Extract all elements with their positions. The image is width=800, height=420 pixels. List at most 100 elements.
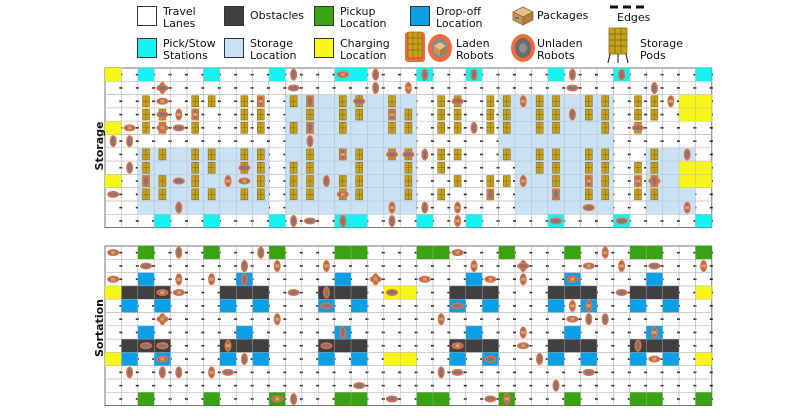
pickup-location xyxy=(433,392,450,406)
edge-mark xyxy=(119,87,123,89)
laden-robot xyxy=(156,289,169,297)
edge-mark xyxy=(135,220,139,222)
edge-mark xyxy=(431,305,434,307)
edge-mark xyxy=(513,73,516,76)
edge-mark xyxy=(660,100,664,103)
edge-mark xyxy=(332,384,336,387)
robot-top xyxy=(554,381,558,391)
edge-mark xyxy=(693,344,697,347)
edge-mark xyxy=(283,87,287,89)
laden-robot xyxy=(172,289,185,297)
unladen-robot xyxy=(615,289,628,297)
storage-pod xyxy=(158,188,167,201)
edge-mark xyxy=(185,127,188,129)
edge-mark xyxy=(119,278,123,281)
edge-mark xyxy=(381,278,385,281)
edge-mark xyxy=(234,371,238,374)
storage-location-cell xyxy=(515,187,532,201)
storage-pod xyxy=(240,95,249,107)
edge-mark xyxy=(562,265,566,267)
laden-robot xyxy=(156,355,169,363)
storage-pod xyxy=(306,108,314,121)
edge-mark xyxy=(693,87,697,89)
unladen-robot xyxy=(140,262,152,270)
edge-mark xyxy=(693,384,697,387)
storage-pod xyxy=(437,162,445,174)
edge-mark xyxy=(529,318,533,320)
edge-mark xyxy=(185,318,188,320)
edge-mark xyxy=(627,193,631,196)
pick-stow-station xyxy=(351,68,368,82)
edge-mark xyxy=(283,100,287,103)
storage-pod xyxy=(585,148,593,161)
edge-mark xyxy=(431,153,434,156)
laden-robot xyxy=(566,315,579,323)
dropoff-location xyxy=(465,325,483,340)
unladen-robot xyxy=(632,124,644,132)
edge-mark xyxy=(545,384,549,387)
edge-mark xyxy=(365,278,369,281)
legend: Travel Lanes Obstacles Pickup Location D… xyxy=(0,0,800,66)
edge-mark xyxy=(447,358,451,360)
storage-location-swatch xyxy=(224,38,244,58)
pickup-location xyxy=(646,392,663,406)
laden-robot xyxy=(484,275,497,283)
unladen-robot xyxy=(451,97,464,105)
laden-robot xyxy=(437,313,445,326)
robot-top xyxy=(570,70,575,80)
edge-mark xyxy=(414,398,418,400)
storage-pod xyxy=(503,175,511,187)
storage-pod xyxy=(191,122,199,134)
edge-mark xyxy=(529,73,533,76)
edge-mark xyxy=(463,87,467,89)
unladen-robot xyxy=(290,392,298,405)
robot-top xyxy=(652,176,657,186)
dropoff-location xyxy=(465,272,483,286)
robot-top xyxy=(308,123,312,133)
edge-mark xyxy=(595,331,598,334)
edge-mark xyxy=(463,251,467,254)
edge-mark xyxy=(431,180,434,182)
laden-robot xyxy=(634,175,642,188)
unladen-robot xyxy=(172,177,185,185)
storage-pod xyxy=(257,148,265,161)
robot-package xyxy=(586,264,591,268)
edge-mark xyxy=(299,291,303,294)
pickup-location xyxy=(695,246,712,260)
edge-mark xyxy=(381,220,385,222)
edge-mark xyxy=(267,87,270,89)
edge-mark xyxy=(677,127,680,129)
robot-package xyxy=(160,126,165,130)
storage-pod xyxy=(207,95,216,107)
edge-mark xyxy=(447,206,451,209)
obstacle xyxy=(662,339,679,353)
edge-mark xyxy=(431,166,434,169)
edge-mark xyxy=(447,384,451,387)
obstacle-swatch xyxy=(224,6,244,26)
edge-mark xyxy=(431,358,434,360)
obstacle xyxy=(252,339,269,353)
edge-mark xyxy=(152,220,156,222)
storage-pod xyxy=(257,108,265,121)
storage-location-cell xyxy=(662,187,679,201)
storage-pod xyxy=(191,148,199,161)
dropoff-location xyxy=(564,325,581,340)
edge-mark xyxy=(398,265,402,267)
robot-top xyxy=(373,83,378,93)
storage-location-cell xyxy=(318,187,335,201)
legend-unladen-text: Unladen Robots xyxy=(537,37,583,62)
storage-location-cell xyxy=(187,201,204,215)
laden-robot xyxy=(451,249,464,257)
edge-mark xyxy=(431,100,434,103)
charging-swatch xyxy=(314,38,334,58)
laden-robot xyxy=(224,175,232,188)
laden-robot xyxy=(107,249,120,257)
unladen-robot xyxy=(322,286,330,299)
edge-mark xyxy=(365,331,369,334)
edge-mark xyxy=(349,371,352,374)
edge-mark xyxy=(168,371,172,374)
laden-robot xyxy=(238,177,251,185)
storage-pod xyxy=(650,188,659,201)
legend-obstacles-text: Obstacles xyxy=(250,9,305,22)
edge-mark xyxy=(398,73,402,76)
